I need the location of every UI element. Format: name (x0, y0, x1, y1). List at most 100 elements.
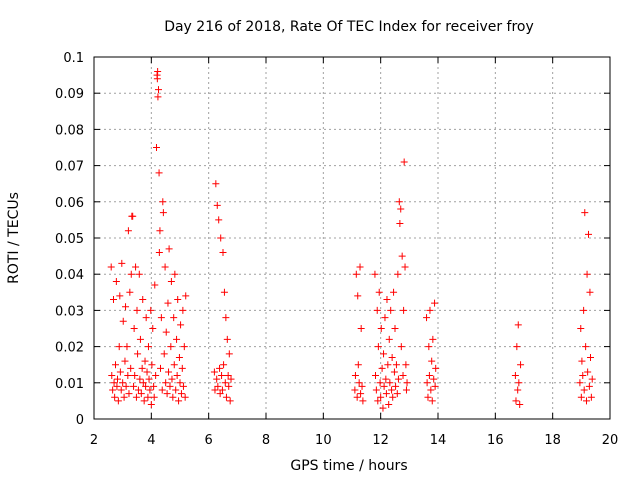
data-point (108, 372, 116, 380)
data-point (429, 335, 437, 343)
data-point (351, 386, 359, 394)
data-point (211, 386, 219, 394)
data-point (155, 169, 163, 177)
data-point (374, 397, 382, 405)
data-point (177, 390, 185, 398)
data-point (119, 317, 127, 325)
data-point (388, 353, 396, 361)
data-point (380, 350, 388, 358)
data-point (152, 144, 160, 151)
data-point (390, 288, 398, 296)
data-point (372, 386, 380, 394)
data-point (355, 379, 363, 387)
y-tick-label: 0.07 (55, 160, 84, 175)
y-tick-labels: 0 0.01 0.02 0.03 0.04 0.05 0.06 0.07 0.08 0.09 0.1 (55, 51, 84, 428)
data-point (354, 292, 362, 300)
data-point (115, 343, 123, 351)
data-point (578, 357, 586, 365)
data-point (516, 401, 524, 409)
data-point (142, 382, 150, 390)
axis-ticks (93, 56, 611, 420)
data-point (213, 201, 221, 209)
data-point (431, 382, 439, 390)
data-point (137, 390, 145, 398)
y-tick-label: 0.1 (63, 51, 84, 66)
data-point (122, 382, 130, 390)
data-point (156, 227, 164, 235)
data-point (426, 306, 434, 314)
data-point (131, 372, 139, 380)
data-point (356, 263, 364, 271)
y-tick-label: 0.03 (55, 304, 84, 319)
data-point (122, 303, 130, 311)
data-point (177, 321, 185, 329)
data-point (180, 343, 188, 351)
data-point (116, 292, 124, 300)
data-point (176, 379, 184, 387)
data-point (351, 372, 359, 380)
plot-frame (93, 56, 611, 420)
y-tick-label: 0.09 (55, 87, 84, 102)
data-point (400, 158, 408, 166)
data-point (385, 335, 393, 343)
data-point (581, 209, 589, 217)
data-point (425, 372, 433, 380)
data-point (174, 296, 182, 304)
data-point (223, 335, 231, 343)
data-point (126, 288, 134, 296)
x-tick-label: 2 (90, 433, 98, 448)
data-point (179, 306, 187, 314)
data-point (116, 368, 124, 376)
data-point (154, 93, 162, 101)
data-point (117, 386, 125, 394)
data-point (139, 296, 147, 304)
data-point (379, 404, 387, 412)
x-tick-label: 16 (487, 433, 504, 448)
data-point (215, 216, 223, 224)
data-point (515, 379, 523, 387)
x-tick-label: 4 (147, 433, 155, 448)
data-point (110, 379, 118, 387)
data-point (142, 314, 150, 322)
data-point (130, 325, 138, 332)
x-tick-label: 18 (544, 433, 561, 448)
data-point (109, 386, 117, 394)
data-point (127, 270, 135, 278)
x-tick-label: 10 (315, 433, 332, 448)
data-point (219, 248, 227, 256)
data-point (148, 361, 156, 369)
data-point (383, 296, 391, 304)
data-point (123, 343, 131, 351)
data-point (353, 393, 361, 401)
data-point (170, 361, 178, 369)
data-point (397, 205, 405, 213)
data-point (109, 296, 117, 304)
data-point (588, 375, 596, 383)
data-point (167, 343, 175, 351)
data-point (423, 379, 431, 387)
data-point (113, 382, 121, 390)
data-point (210, 368, 218, 376)
data-point (124, 372, 132, 380)
data-point (394, 270, 402, 278)
data-point (378, 364, 386, 372)
data-point (112, 361, 119, 369)
data-point (577, 393, 585, 401)
data-point (169, 393, 177, 401)
data-point (153, 75, 161, 83)
data-point (175, 397, 183, 405)
data-point (161, 263, 169, 271)
data-point (220, 288, 228, 296)
data-point (140, 397, 148, 405)
data-point (134, 350, 142, 358)
data-point (130, 382, 138, 390)
x-tick-labels: 2 4 6 8 10 12 14 16 18 20 (90, 433, 618, 448)
data-point (214, 382, 222, 390)
y-tick-label: 0.04 (55, 268, 84, 283)
data-point (400, 306, 408, 314)
data-point (359, 397, 367, 405)
data-point (150, 393, 158, 401)
data-point (171, 270, 179, 278)
data-point (168, 375, 176, 383)
